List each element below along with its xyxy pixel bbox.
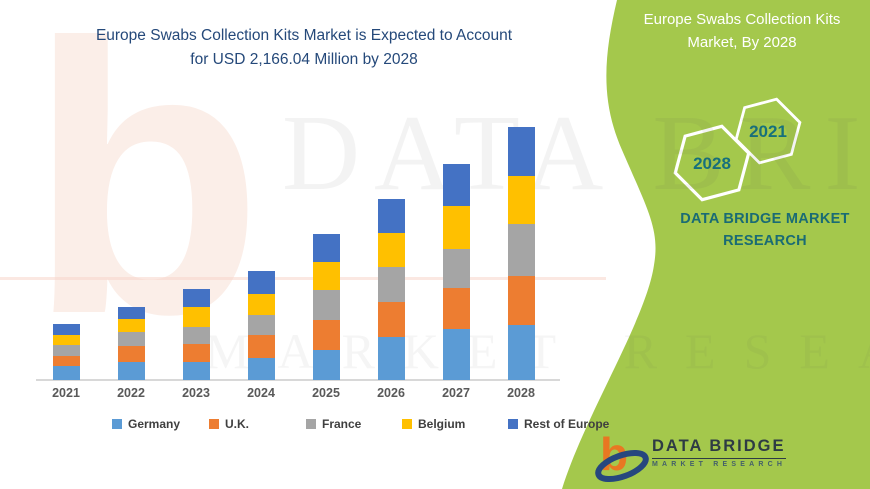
bar-segment-2023-germany (182, 362, 210, 380)
bar-segment-2025-u-k- (312, 319, 340, 350)
footer-brand: DATA BRIDGE MARKET RESEARCH (652, 437, 786, 468)
bar-segment-2025-rest-of-europe (312, 233, 340, 262)
footer-brand-name: DATA BRIDGE (652, 437, 786, 459)
hexagon-year-2028: 2028 (693, 154, 731, 173)
legend-swatch-icon (402, 419, 412, 429)
bar-segment-2028-rest-of-europe (507, 127, 535, 177)
legend-item-rest-of-europe: Rest of Europe (508, 417, 609, 431)
hexagon-year-2021: 2021 (749, 122, 787, 141)
panel-brand-line1: DATA BRIDGE MARKET (680, 211, 850, 227)
bar-segment-2024-belgium (247, 294, 275, 316)
x-axis-label-2023: 2023 (182, 386, 210, 400)
bar-segment-2024-u-k- (247, 335, 275, 359)
bar-segment-2023-rest-of-europe (182, 289, 210, 307)
bar-segment-2028-germany (507, 325, 535, 380)
bar-segment-2024-germany (247, 358, 275, 380)
x-axis-label-2022: 2022 (117, 386, 145, 400)
data-bridge-logo-icon: b (595, 428, 649, 483)
x-axis-line (36, 379, 560, 381)
panel-brand-text: DATA BRIDGE MARKET RESEARCH (666, 209, 864, 253)
bar-segment-2024-france (247, 315, 275, 336)
bar-segment-2022-france (117, 331, 145, 346)
bar-segment-2025-belgium (312, 261, 340, 290)
bar-segment-2021-germany (52, 365, 80, 380)
bar-segment-2021-u-k- (52, 355, 80, 366)
watermark-text-row1: DATA BRIDGE (282, 94, 870, 213)
bar-segment-2028-u-k- (507, 276, 535, 326)
legend-item-germany: Germany (112, 417, 180, 431)
bar-segment-2026-u-k- (377, 301, 405, 337)
bar-segment-2028-france (507, 224, 535, 277)
x-axis-label-2021: 2021 (52, 386, 80, 400)
bar-segment-2022-rest-of-europe (117, 306, 145, 319)
bar-segment-2026-germany (377, 337, 405, 380)
footer-brand-subtitle: MARKET RESEARCH (652, 461, 787, 468)
legend-swatch-icon (306, 419, 316, 429)
chart-title-line2: for USD 2,166.04 Million by 2028 (190, 51, 418, 69)
bar-segment-2026-belgium (377, 232, 405, 267)
legend-label: Germany (128, 417, 181, 431)
bar-segment-2022-belgium (117, 319, 145, 332)
legend-swatch-icon (508, 419, 518, 429)
x-axis-label-2027: 2027 (442, 386, 470, 400)
panel-title-line2: Market, By 2028 (687, 33, 797, 51)
panel-title: Europe Swabs Collection Kits Market, By … (622, 9, 862, 54)
bar-segment-2026-rest-of-europe (377, 198, 405, 233)
legend-item-france: France (306, 417, 361, 431)
legend-label: France (322, 417, 362, 431)
bar-segment-2024-rest-of-europe (247, 271, 275, 295)
chart-title: Europe Swabs Collection Kits Market is E… (44, 24, 564, 72)
panel-title-line1: Europe Swabs Collection Kits (643, 11, 841, 28)
bar-segment-2027-belgium (442, 205, 470, 249)
logo-swoosh (595, 449, 649, 483)
bar-segment-2021-france (52, 344, 80, 356)
bar-segment-2027-u-k- (442, 287, 470, 329)
x-axis-label-2028: 2028 (507, 386, 535, 400)
bar-segment-2027-france (442, 248, 470, 288)
green-panel-shape (562, 0, 870, 489)
legend-swatch-icon (112, 419, 122, 429)
bar-segment-2022-u-k- (117, 346, 145, 362)
bar-segment-2021-rest-of-europe (52, 323, 80, 335)
chart-title-line1: Europe Swabs Collection Kits Market is E… (95, 27, 513, 44)
legend-item-belgium: Belgium (402, 417, 465, 431)
legend-swatch-icon (209, 419, 219, 429)
bar-segment-2027-germany (442, 328, 470, 380)
bar-segment-2023-france (182, 326, 210, 345)
hexagon-2021-outline (734, 97, 802, 165)
x-axis-label-2026: 2026 (377, 386, 405, 400)
bar-segment-2022-germany (117, 362, 145, 380)
watermark-text-row2: MARKET RESEARCH (205, 323, 870, 379)
panel-brand-line2: RESEARCH (723, 232, 807, 249)
bar-segment-2021-belgium (52, 334, 80, 345)
decorative-pink-line (0, 277, 606, 280)
bar-segment-2027-rest-of-europe (442, 163, 470, 206)
bar-segment-2023-belgium (182, 306, 210, 327)
legend-label: Belgium (418, 417, 466, 431)
watermark-letter-b: b (28, 0, 264, 394)
x-axis-label-2025: 2025 (312, 386, 340, 400)
legend-label: Rest of Europe (524, 417, 610, 431)
bar-segment-2023-u-k- (182, 344, 210, 362)
x-axis-label-2024: 2024 (247, 386, 275, 400)
legend-label: U.K. (225, 417, 249, 431)
bar-segment-2025-germany (312, 349, 340, 380)
bar-segment-2025-france (312, 289, 340, 320)
legend-item-u-k-: U.K. (209, 417, 249, 431)
bar-segment-2028-belgium (507, 176, 535, 225)
bar-segment-2026-france (377, 266, 405, 302)
